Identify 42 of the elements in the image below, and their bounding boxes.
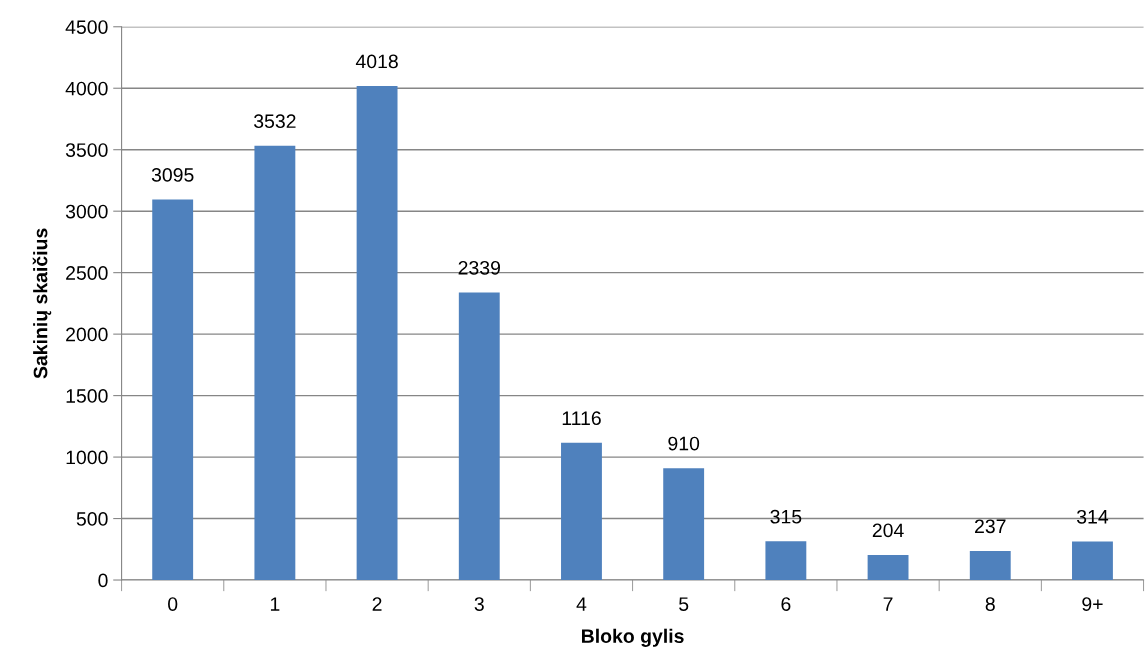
data-label: 2339 [458, 260, 500, 275]
x-tick-label: 3 [474, 597, 484, 611]
x-tick-label: 9+ [1082, 597, 1103, 611]
y-tick-label: 500 [76, 512, 108, 526]
data-label: 237 [975, 519, 1006, 534]
data-label: 1116 [562, 411, 601, 426]
data-label: 3532 [253, 114, 296, 129]
x-tick-label: 6 [781, 597, 791, 611]
y-tick-label: 0 [98, 573, 108, 588]
bar [152, 199, 194, 581]
x-tick-label: 0 [168, 597, 178, 611]
x-tick-label: 1 [270, 597, 280, 611]
x-tick-label: 4 [576, 597, 587, 611]
x-tick-label: 2 [372, 597, 382, 611]
y-tick-label: 4500 [65, 20, 108, 34]
data-label: 315 [770, 509, 802, 524]
bar [561, 442, 602, 581]
x-tick-label: 8 [985, 597, 995, 611]
data-label: 4018 [355, 54, 398, 69]
x-tick-label: 7 [883, 597, 893, 611]
y-tick-label: 2500 [66, 266, 108, 280]
y-tick-label: 3500 [65, 143, 108, 157]
y-tick-label: 3000 [65, 204, 108, 219]
bar [765, 541, 807, 581]
bar [867, 554, 909, 581]
bar [663, 468, 705, 581]
bar [1072, 541, 1113, 581]
bar [969, 550, 1011, 581]
bar [356, 86, 398, 581]
y-tick-label: 1000 [66, 450, 108, 465]
data-label: 910 [668, 436, 700, 451]
y-axis-title: Sakinių skaičius [32, 228, 52, 379]
x-axis-title: Bloko gylis [582, 628, 684, 647]
x-tick-label: 5 [679, 597, 689, 611]
data-label: 204 [872, 523, 904, 538]
bar [458, 292, 500, 581]
y-tick-label: 4000 [65, 81, 108, 96]
bar [254, 145, 296, 581]
data-label: 3095 [151, 168, 194, 182]
data-label: 314 [1076, 509, 1109, 524]
y-tick-label: 2000 [66, 327, 108, 342]
y-tick-label: 1500 [66, 389, 108, 403]
